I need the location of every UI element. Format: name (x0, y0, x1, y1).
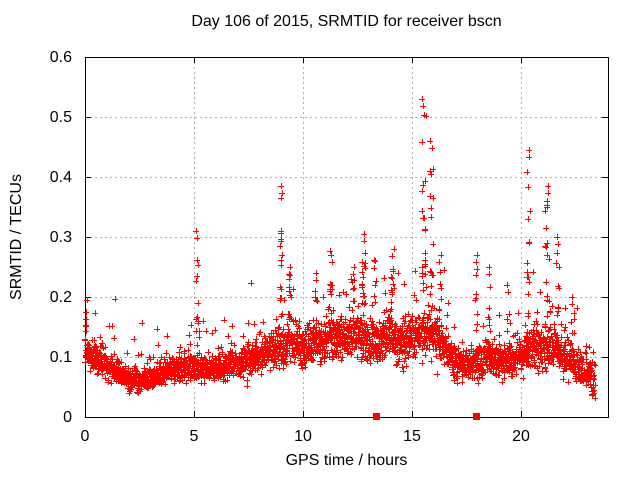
x-axis-label: GPS time / hours (285, 452, 408, 469)
y-tick-label: 0 (63, 409, 72, 426)
x-tick-label: 20 (512, 428, 530, 445)
y-tick-label: 0.3 (50, 229, 72, 246)
x-tick-label: 15 (403, 428, 421, 445)
baseline-square-marker (473, 413, 480, 420)
y-tick-label: 0.5 (50, 109, 72, 126)
x-tick-label: 5 (190, 428, 199, 445)
y-tick-label: 0.4 (50, 169, 72, 186)
data-points (82, 96, 598, 401)
y-tick-label: 0.6 (50, 49, 72, 66)
x-tick-label: 10 (294, 428, 312, 445)
baseline-square-marker (373, 413, 380, 420)
y-tick-label: 0.2 (50, 289, 72, 306)
chart-title: Day 106 of 2015, SRMTID for receiver bsc… (191, 13, 502, 30)
x-tick-label: 0 (81, 428, 90, 445)
y-tick-label: 0.1 (50, 349, 72, 366)
